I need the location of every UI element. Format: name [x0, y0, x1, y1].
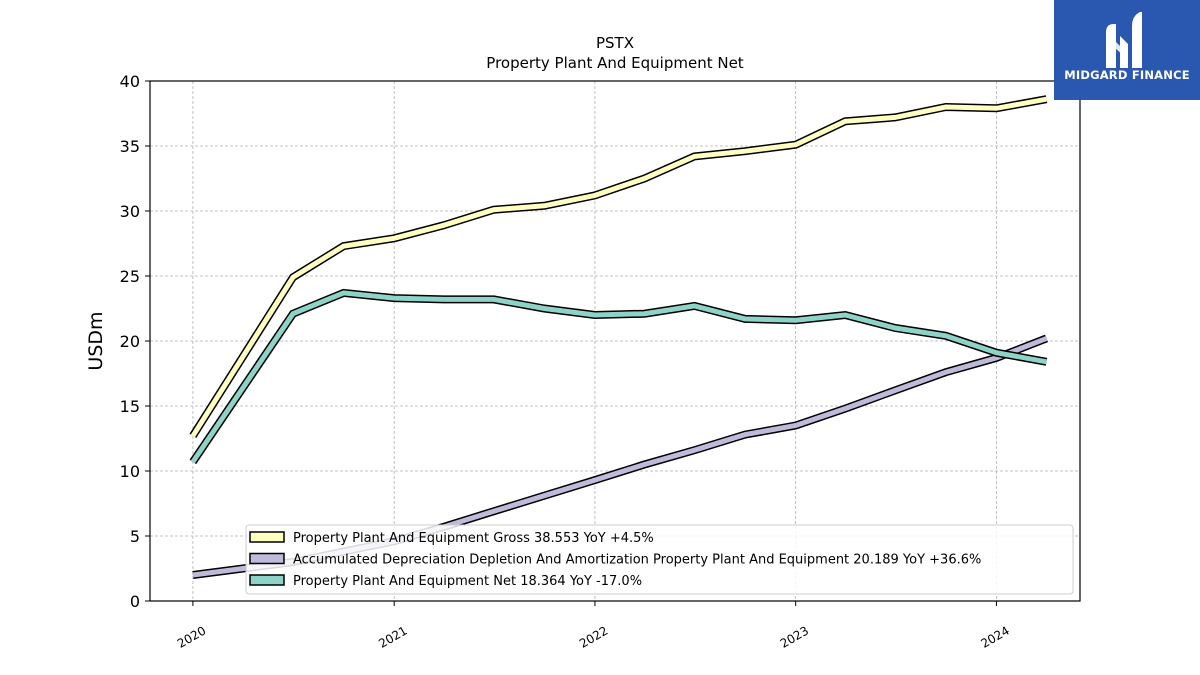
- grid-lines: [150, 80, 1080, 602]
- y-tick-label: 40: [120, 72, 140, 91]
- legend-label: Property Plant And Equipment Net 18.364 …: [293, 574, 642, 589]
- y-axis: 0 5 10 15 20 25 30 35 40: [120, 72, 150, 611]
- brand-logo: MIDGARD FINANCE: [1054, 0, 1200, 100]
- midgard-logo-icon: [1106, 12, 1142, 68]
- y-tick-label: 20: [120, 332, 140, 351]
- y-tick-label: 30: [120, 202, 140, 221]
- chart-title: PSTX: [596, 34, 634, 52]
- series-lines: [189, 95, 1048, 579]
- legend-swatch: [249, 574, 285, 586]
- chart-subtitle: Property Plant And Equipment Net: [486, 54, 743, 72]
- x-tick-label: 2021: [376, 623, 409, 650]
- x-axis: 2020 2021 2022 2023 2024: [175, 601, 1012, 651]
- legend-swatch: [249, 552, 285, 565]
- brand-name: MIDGARD FINANCE: [1064, 68, 1190, 82]
- legend: Property Plant And Equipment Gross 38.55…: [245, 524, 1074, 595]
- x-tick-label: 2022: [577, 623, 610, 650]
- y-tick-label: 15: [120, 397, 140, 416]
- legend-swatch: [249, 531, 285, 543]
- series-line-2: [190, 290, 1047, 464]
- legend-label: Accumulated Depreciation Depletion And A…: [293, 553, 981, 568]
- series-outline-2: [189, 288, 1048, 465]
- legend-box: [245, 524, 1074, 595]
- y-tick-label: 10: [120, 462, 140, 481]
- x-tick-label: 2024: [978, 623, 1011, 650]
- y-tick-label: 5: [130, 527, 140, 546]
- y-tick-label: 25: [120, 267, 140, 286]
- series-line-0: [190, 96, 1047, 438]
- y-axis-label: USDm: [85, 311, 107, 370]
- x-tick-label: 2023: [778, 623, 811, 650]
- x-tick-label: 2020: [175, 623, 208, 650]
- y-tick-label: 35: [120, 137, 140, 156]
- legend-label: Property Plant And Equipment Gross 38.55…: [293, 531, 654, 546]
- y-tick-label: 0: [130, 592, 140, 611]
